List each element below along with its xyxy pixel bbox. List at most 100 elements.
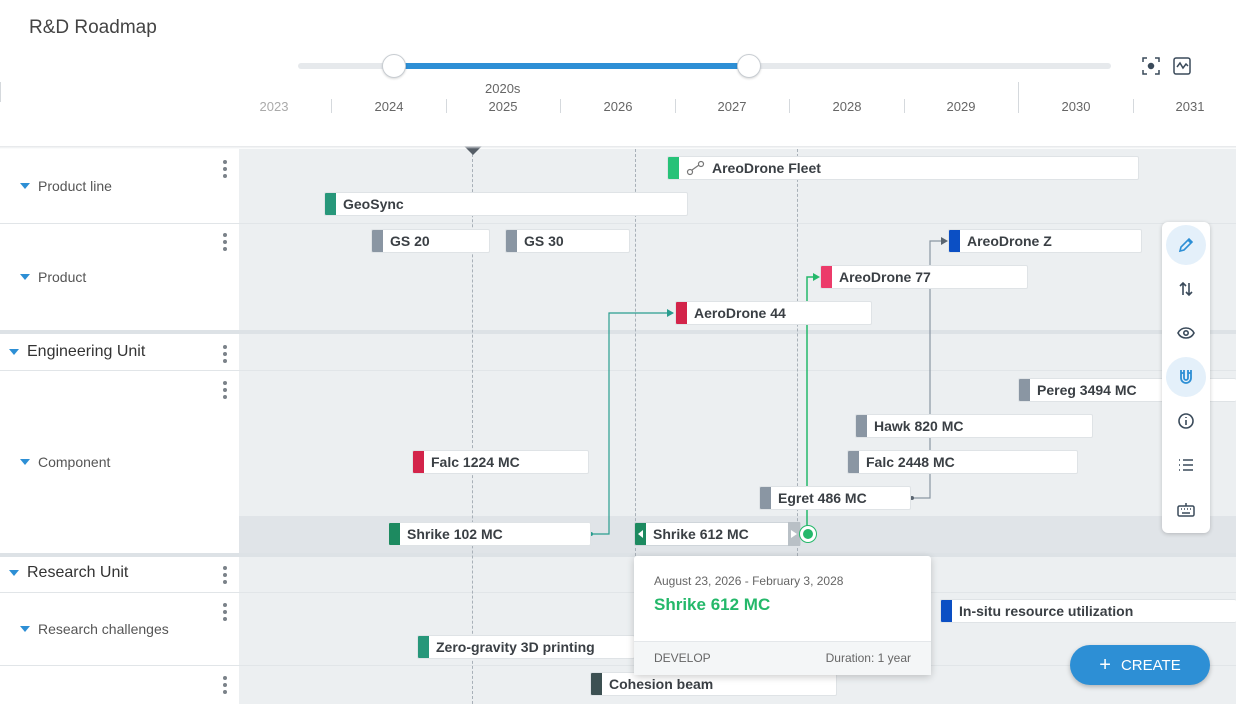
row-divider: [0, 665, 239, 666]
bar-areodrone-77[interactable]: AreoDrone 77: [820, 265, 1028, 289]
tooltip-phase: DEVELOP: [654, 651, 711, 665]
range-end-handle[interactable]: [737, 54, 761, 78]
group-engineering-unit[interactable]: Engineering Unit: [9, 343, 145, 361]
item-tooltip: August 23, 2026 - February 3, 2028 Shrik…: [634, 556, 931, 675]
decade-label: 2020s: [485, 81, 521, 96]
resize-left-handle[interactable]: [635, 523, 646, 545]
caret-down-icon[interactable]: [20, 626, 30, 632]
bar-in-situ-resource-utilization[interactable]: In-situ resource utilization: [940, 599, 1236, 623]
row-menu-icon[interactable]: [223, 566, 227, 584]
color-swatch: [506, 230, 517, 252]
header-divider: [0, 146, 1236, 149]
bar-gs-30[interactable]: GS 30: [505, 229, 630, 253]
caret-down-icon[interactable]: [20, 183, 30, 189]
color-swatch: [413, 451, 424, 473]
bar-gs-20[interactable]: GS 20: [371, 229, 490, 253]
bar-zero-gravity-3d-printing[interactable]: Zero-gravity 3D printing: [417, 635, 635, 659]
year-tick: [675, 99, 676, 113]
row-menu-icon[interactable]: [223, 233, 227, 251]
caret-down-icon[interactable]: [9, 349, 19, 355]
eye-icon[interactable]: [1166, 313, 1206, 353]
bar-aerodrone-44[interactable]: AeroDrone 44: [675, 301, 872, 325]
color-swatch: [941, 600, 952, 622]
dependency-icon: [686, 160, 705, 176]
row-product-line[interactable]: Product line: [20, 178, 112, 194]
today-line: [472, 149, 473, 704]
bar-shrike-102-mc[interactable]: Shrike 102 MC: [388, 522, 591, 546]
range-start-handle[interactable]: [382, 54, 406, 78]
list-icon[interactable]: [1166, 445, 1206, 485]
group-research-unit[interactable]: Research Unit: [9, 564, 128, 582]
tooltip-footer: DEVELOP Duration: 1 year: [634, 641, 931, 675]
page-title: R&D Roadmap: [29, 17, 157, 38]
year-label: 2026: [603, 99, 633, 114]
pencil-icon[interactable]: [1166, 225, 1206, 265]
color-swatch: [668, 157, 679, 179]
group-divider: [239, 330, 1236, 334]
create-button[interactable]: + CREATE: [1070, 645, 1210, 685]
color-swatch: [949, 230, 960, 252]
bar-shrike-612-mc[interactable]: Shrike 612 MC: [634, 522, 801, 546]
row-menu-icon[interactable]: [223, 603, 227, 621]
year-label: 2024: [374, 99, 404, 114]
bar-falc-2448-mc[interactable]: Falc 2448 MC: [847, 450, 1078, 474]
color-swatch: [676, 302, 687, 324]
info-icon[interactable]: [1166, 401, 1206, 441]
year-tick: [904, 99, 905, 113]
row-menu-icon[interactable]: [223, 676, 227, 694]
resize-right-handle[interactable]: [788, 522, 800, 546]
row-divider: [0, 223, 239, 224]
year-label: 2031: [1175, 99, 1205, 114]
caret-down-icon[interactable]: [9, 570, 19, 576]
color-swatch: [418, 636, 429, 658]
chart-zoom-icon[interactable]: [1172, 56, 1192, 76]
caret-down-icon[interactable]: [20, 459, 30, 465]
year-tick: [789, 99, 790, 113]
year-tick: [560, 99, 561, 113]
color-swatch: [848, 451, 859, 473]
sort-icon[interactable]: [1166, 269, 1206, 309]
row-research-challenges[interactable]: Research challenges: [20, 621, 169, 637]
tooltip-duration: Duration: 1 year: [825, 651, 911, 665]
color-swatch: [1019, 379, 1030, 401]
decade-tick: [0, 82, 1, 102]
group-divider: [0, 330, 239, 334]
bar-hawk-820-mc[interactable]: Hawk 820 MC: [855, 414, 1093, 438]
year-label: 2025: [488, 99, 518, 114]
bar-geosync[interactable]: GeoSync: [324, 192, 688, 216]
selection-end-line: [797, 149, 798, 556]
bar-areodrone-fleet[interactable]: AreoDrone Fleet: [667, 156, 1139, 180]
row-product[interactable]: Product: [20, 269, 86, 285]
color-swatch: [389, 523, 400, 545]
row-menu-icon[interactable]: [223, 160, 227, 178]
magnet-icon[interactable]: [1166, 357, 1206, 397]
bar-areodrone-z[interactable]: AreoDrone Z: [948, 229, 1142, 253]
year-label: 2028: [832, 99, 862, 114]
row-menu-icon[interactable]: [223, 345, 227, 363]
tooltip-title[interactable]: Shrike 612 MC: [654, 595, 771, 614]
row-divider: [239, 223, 1236, 224]
row-divider: [0, 592, 239, 593]
year-tick: [1133, 99, 1134, 113]
year-label: 2023: [259, 99, 289, 114]
year-tick: [446, 99, 447, 113]
year-label: 2029: [946, 99, 976, 114]
color-swatch: [760, 487, 771, 509]
bar-egret-486-mc[interactable]: Egret 486 MC: [759, 486, 911, 510]
fit-to-screen-icon[interactable]: [1141, 56, 1161, 76]
row-component[interactable]: Component: [20, 454, 110, 470]
color-swatch: [591, 673, 602, 695]
year-label: 2027: [717, 99, 747, 114]
decade-tick: [1018, 82, 1019, 113]
row-menu-icon[interactable]: [223, 381, 227, 399]
link-connector-handle[interactable]: [800, 526, 816, 542]
year-tick: [331, 99, 332, 113]
timeline-range-selection[interactable]: [394, 63, 749, 69]
plus-icon: +: [1099, 653, 1111, 676]
keyboard-icon[interactable]: [1166, 489, 1206, 529]
bar-falc-1224-mc[interactable]: Falc 1224 MC: [412, 450, 589, 474]
right-toolbar: [1162, 222, 1210, 533]
caret-down-icon[interactable]: [20, 274, 30, 280]
bar-cohesion-beam[interactable]: Cohesion beam: [590, 672, 837, 696]
